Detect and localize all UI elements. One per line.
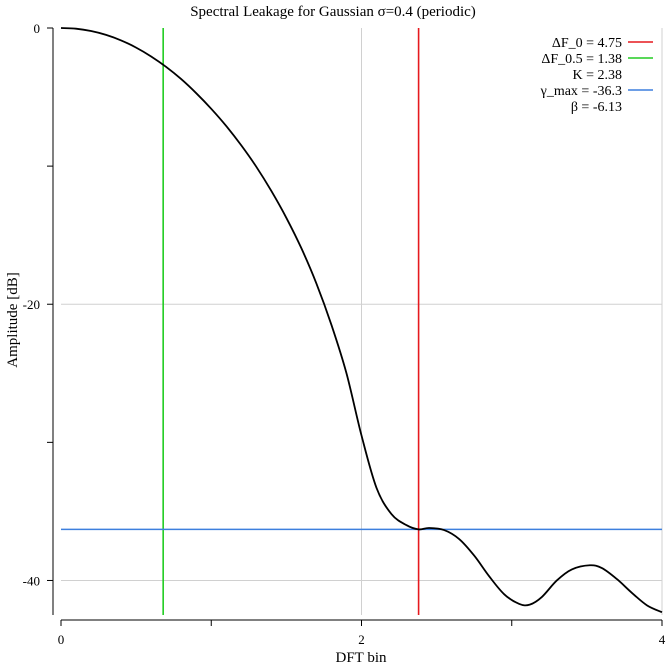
- legend-label: ΔF_0.5 = 1.38: [541, 52, 622, 67]
- chart-title: Spectral Leakage for Gaussian σ=0.4 (per…: [190, 4, 476, 20]
- legend-label: γ_max = -36.3: [540, 84, 622, 99]
- legend-label: K = 2.38: [572, 68, 622, 83]
- reference-lines: [61, 28, 662, 615]
- x-ticks: 0 2 4: [58, 620, 666, 647]
- series-line: [60, 27, 663, 614]
- series-group: [60, 27, 663, 614]
- y-axis-label: Amplitude [dB]: [5, 272, 21, 367]
- y-tick-label: -40: [23, 573, 40, 588]
- y-ticks: 0 -20 -40: [23, 21, 53, 588]
- x-tick-label: 0: [58, 632, 65, 647]
- legend-label: β = -6.13: [571, 100, 622, 115]
- y-tick-label: 0: [34, 21, 41, 36]
- axes: [52, 28, 662, 621]
- y-tick-label: -20: [23, 297, 40, 312]
- x-axis-label: DFT bin: [336, 650, 387, 666]
- x-tick-label: 4: [659, 632, 666, 647]
- grid: [61, 28, 663, 615]
- x-tick-label: 2: [358, 632, 365, 647]
- legend-label: ΔF_0 = 4.75: [552, 36, 622, 51]
